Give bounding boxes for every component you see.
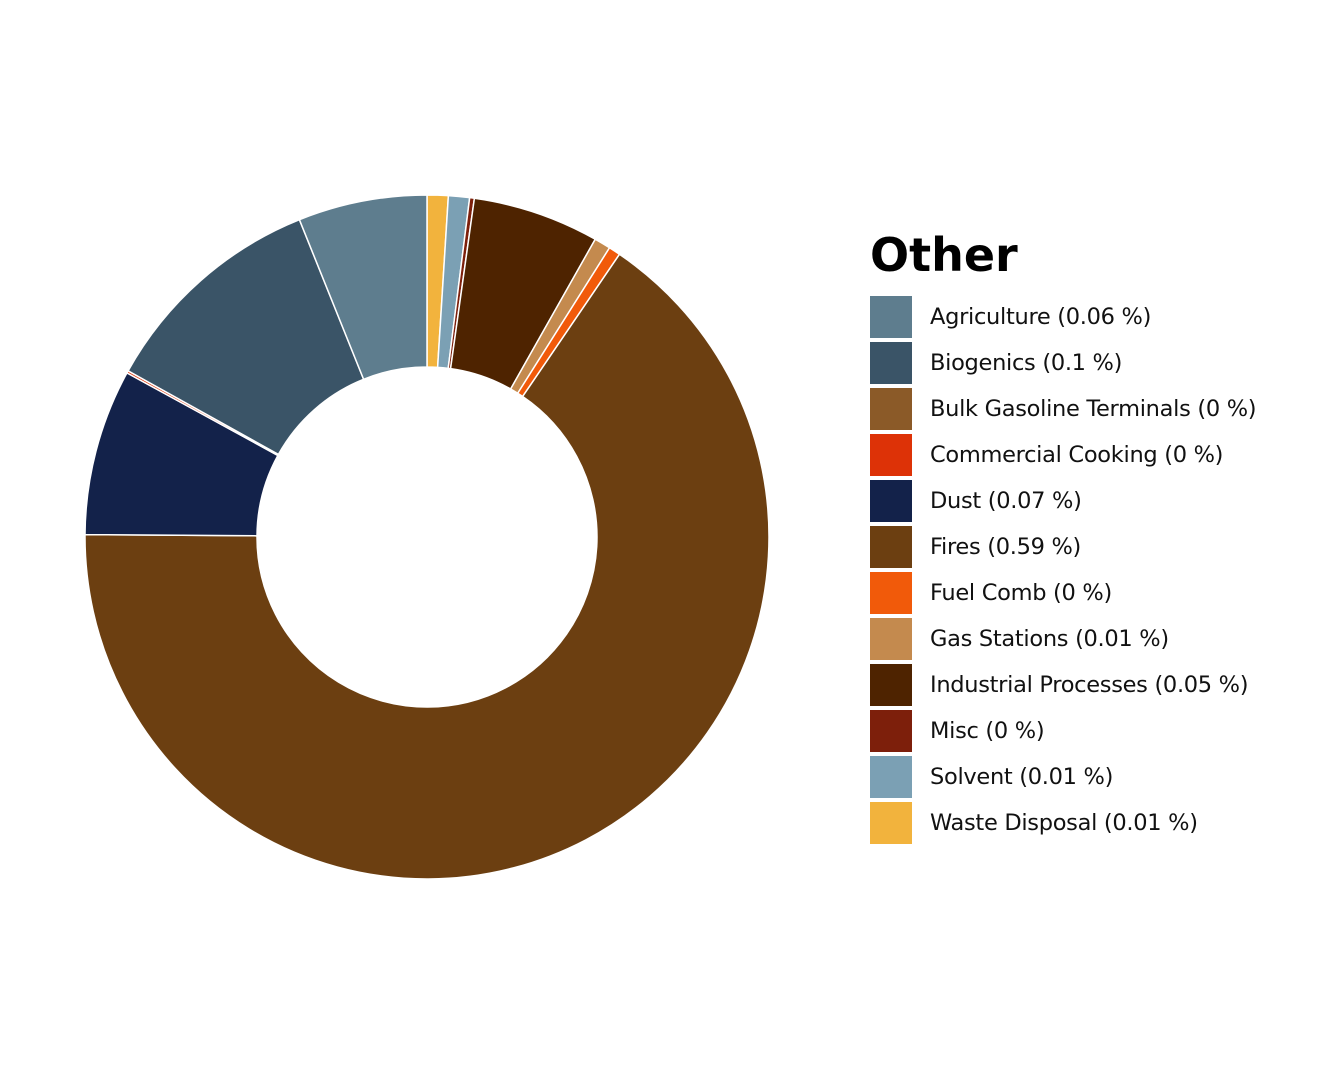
legend-label: Waste Disposal (0.01 %) xyxy=(930,810,1198,836)
donut-chart xyxy=(84,194,770,880)
legend-item-commercial-cooking: Commercial Cooking (0 %) xyxy=(870,432,1330,478)
legend-swatch xyxy=(870,342,912,384)
legend-label: Misc (0 %) xyxy=(930,718,1045,744)
legend-label: Agriculture (0.06 %) xyxy=(930,304,1152,330)
legend-swatch xyxy=(870,756,912,798)
legend-label: Solvent (0.01 %) xyxy=(930,764,1114,790)
legend-item-dust: Dust (0.07 %) xyxy=(870,478,1330,524)
legend-swatch xyxy=(870,572,912,614)
legend-swatch xyxy=(870,802,912,844)
legend-item-industrial-processes: Industrial Processes (0.05 %) xyxy=(870,662,1330,708)
legend-label: Fires (0.59 %) xyxy=(930,534,1082,560)
slice-agriculture xyxy=(298,194,428,381)
legend-item-biogenics: Biogenics (0.1 %) xyxy=(870,340,1330,386)
legend-item-gas-stations: Gas Stations (0.01 %) xyxy=(870,616,1330,662)
legend-item-fuel-comb: Fuel Comb (0 %) xyxy=(870,570,1330,616)
legend-label: Gas Stations (0.01 %) xyxy=(930,626,1169,652)
legend-item-fires: Fires (0.59 %) xyxy=(870,524,1330,570)
legend-swatch xyxy=(870,618,912,660)
legend-item-bulk-gasoline-terminals: Bulk Gasoline Terminals (0 %) xyxy=(870,386,1330,432)
legend-label: Dust (0.07 %) xyxy=(930,488,1082,514)
legend-item-solvent: Solvent (0.01 %) xyxy=(870,754,1330,800)
legend-item-waste-disposal: Waste Disposal (0.01 %) xyxy=(870,800,1330,846)
legend-swatch xyxy=(870,296,912,338)
slice-fires xyxy=(84,253,770,880)
legend-label: Fuel Comb (0 %) xyxy=(930,580,1112,606)
legend-swatch xyxy=(870,480,912,522)
legend-label: Commercial Cooking (0 %) xyxy=(930,442,1224,468)
legend-label: Bulk Gasoline Terminals (0 %) xyxy=(930,396,1257,422)
legend-label: Industrial Processes (0.05 %) xyxy=(930,672,1249,698)
legend-title: Other xyxy=(870,228,1018,282)
legend-swatch xyxy=(870,664,912,706)
legend-swatch xyxy=(870,388,912,430)
legend: Other Agriculture (0.06 %) Biogenics (0.1… xyxy=(870,226,1330,846)
legend-item-agriculture: Agriculture (0.06 %) xyxy=(870,294,1330,340)
legend-list: Agriculture (0.06 %) Biogenics (0.1 %) Bul… xyxy=(870,294,1330,846)
legend-swatch xyxy=(870,710,912,752)
legend-swatch xyxy=(870,526,912,568)
legend-label: Biogenics (0.1 %) xyxy=(930,350,1123,376)
slice-biogenics xyxy=(127,218,365,456)
legend-item-misc: Misc (0 %) xyxy=(870,708,1330,754)
legend-swatch xyxy=(870,434,912,476)
